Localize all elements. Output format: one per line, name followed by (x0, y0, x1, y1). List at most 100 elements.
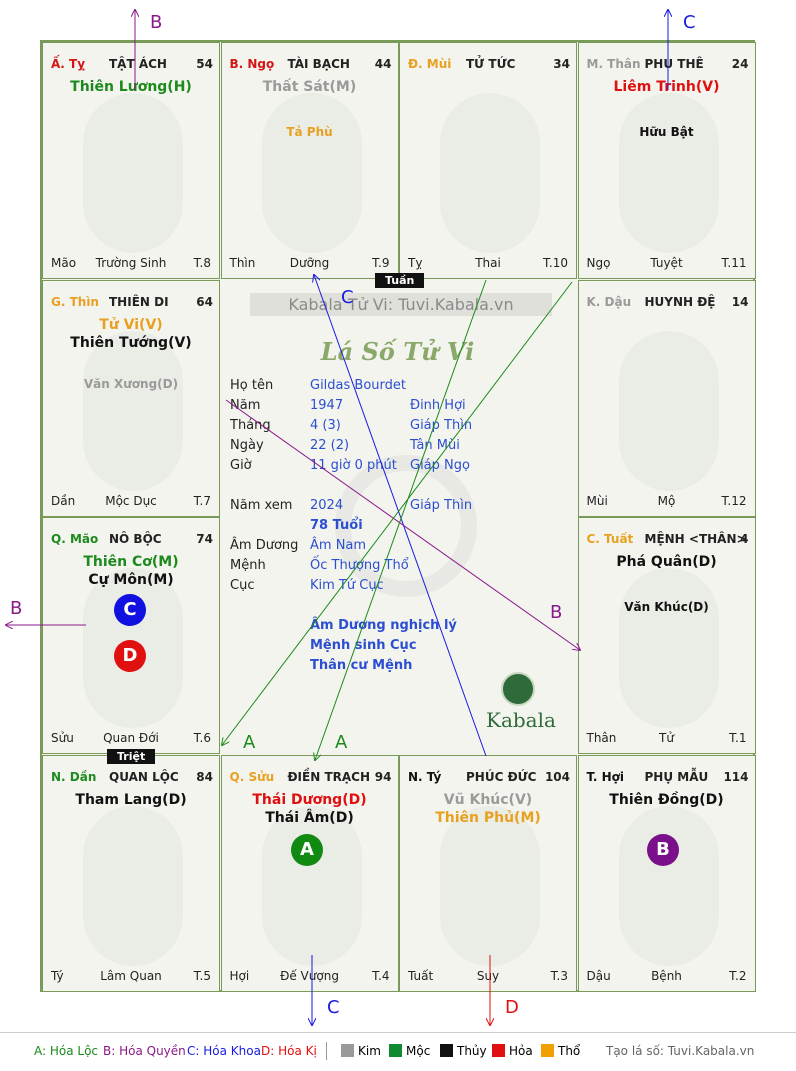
info-label: Mệnh (230, 558, 266, 573)
palace-branch: Đ. Mùi (408, 57, 452, 71)
info-note: Mệnh sinh Cục (310, 638, 417, 653)
palace-name: THIÊN DI (109, 294, 169, 309)
palace-footer: Tuất Suy T.3 (408, 969, 568, 983)
palace-term: T.10 (543, 256, 568, 270)
legend-element-label: Thủy (457, 1044, 487, 1058)
info-value: 1947 (310, 398, 344, 413)
brand-logo: Kabala (486, 672, 556, 732)
info-label: Ngày (230, 438, 264, 453)
label-b-left: B (10, 598, 23, 619)
label-c-top: C (683, 12, 696, 33)
info-canchi: Giáp Thìn (410, 498, 473, 513)
info-canchi: Tân Mùi (410, 438, 460, 453)
palace-header: C. Tuất MỆNH <THÂN> 4 (587, 532, 749, 546)
info-label: Họ tên (230, 378, 274, 393)
zodiac-watermark (83, 805, 183, 966)
legend-hoa-quyen: B: Hóa Quyền (103, 1044, 186, 1058)
palace-name: TẬT ÁCH (109, 57, 167, 71)
info-value: 2024 (310, 498, 344, 513)
info-canchi: Đinh Hợi (410, 398, 466, 413)
palace-age: 54 (196, 57, 213, 71)
zodiac-watermark (618, 805, 719, 966)
legend-element-label: Mộc (406, 1044, 431, 1058)
color-swatch (492, 1044, 505, 1057)
palace-branch-position: Dậu (586, 968, 611, 983)
palace-footer: Ngọ Tuyệt T.11 (587, 256, 747, 270)
palace-header: B. Ngọ TÀI BẠCH 44 (230, 57, 392, 71)
info-label: Năm xem (230, 498, 293, 513)
palace-footer: Sửu Quan Đới T.6 (51, 731, 211, 745)
palace-stage: Đế Vượng (280, 968, 339, 983)
palace-footer: Dậu Bệnh T.2 (587, 969, 747, 983)
info-label: Năm (230, 398, 261, 413)
palace-cell: Q. Sửu ĐIỀN TRẠCH 94 Thái Dương(D) Thái Âm(D… (220, 754, 399, 992)
main-star: Phá Quân(D) (616, 554, 717, 570)
main-star: Tham Lang(D) (75, 791, 187, 808)
palace-age: 14 (731, 294, 749, 309)
legend-element: Kim (341, 1044, 381, 1058)
palace-branch-position: Dần (51, 493, 76, 508)
transform-marker: A (291, 834, 323, 866)
palace-branch: N. Dần (51, 769, 97, 784)
palace-stage: Mộc Dục (105, 493, 157, 508)
zodiac-watermark (83, 330, 183, 491)
info-value: Kim Tứ Cục (310, 578, 384, 593)
palace-term: T.5 (193, 968, 211, 983)
palace-header: Q. Mão NÔ BỘC 74 (51, 532, 213, 546)
chart-board: Ấ. Tỵ TẬT ÁCH 54 Thiên Lương(H) Mão Trường Si… (40, 40, 756, 992)
palace-cell: N. Dần QUAN LỘC 84 Tham Lang(D) Tý Lâm Quan T.… (42, 754, 220, 992)
palace-name: TỬ TỨC (466, 57, 516, 71)
palace-header: Đ. Mùi TỬ TỨC 34 (408, 57, 570, 71)
palace-age: 84 (196, 769, 213, 784)
palace-branch: B. Ngọ (229, 57, 275, 71)
color-swatch (541, 1044, 554, 1057)
info-value: 11 giờ 0 phút (310, 458, 397, 473)
zodiac-watermark (618, 93, 719, 253)
palace-stage: Dưỡng (289, 256, 330, 270)
palace-name: PHỤ MẪU (644, 769, 709, 784)
palace-branch: M. Thân (586, 57, 641, 71)
info-canchi: Giáp Thìn (410, 418, 473, 433)
info-value: Âm Nam (310, 538, 367, 553)
palace-header: K. Dậu HUYNH ĐỆ 14 (587, 295, 749, 309)
palace-name: HUYNH ĐỆ (644, 294, 716, 309)
legend-element: Thổ (541, 1044, 580, 1058)
info-canchi: Giáp Ngọ (410, 458, 470, 473)
palace-footer: Thìn Dưỡng T.9 (230, 256, 390, 270)
palace-stage: Trường Sinh (95, 256, 167, 270)
color-swatch (440, 1044, 453, 1057)
palace-cell: Q. Mão NÔ BỘC 74 Thiên Cơ(M) Cự Môn(M) Sửu Qua… (42, 517, 220, 754)
info-value: 78 Tuổi (310, 518, 363, 533)
palace-cell: Ấ. Tỵ TẬT ÁCH 54 Thiên Lương(H) Mão Trường Si… (42, 42, 220, 279)
palace-cell: G. Thìn THIÊN DI 64 Tử Vi(V) Thiên Tướng(V) V… (42, 279, 220, 517)
palace-name: TÀI BẠCH (287, 57, 350, 71)
palace-header: N. Dần QUAN LỘC 84 (51, 770, 213, 784)
palace-stage: Quan Đới (103, 731, 159, 745)
palace-cell: T. Hợi PHỤ MẪU 114 Thiên Đồng(D) Dậu Bệnh T.2 (577, 754, 756, 992)
palace-footer: Thân Tử T.1 (587, 731, 747, 745)
info-note: Âm Dương nghịch lý (310, 618, 457, 633)
legend-element-label: Hỏa (509, 1044, 533, 1058)
palace-branch: Ấ. Tỵ (51, 57, 86, 71)
palace-stage: Lâm Quan (100, 968, 162, 983)
palace-branch-position: Tý (51, 968, 64, 983)
minor-star: Hữu Bật (639, 125, 694, 139)
info-label: Tháng (230, 418, 271, 433)
label-a-right: A (335, 732, 348, 753)
legend-bar: A: Hóa Lộc B: Hóa Quyền C: Hóa Khoa D: H… (0, 1032, 796, 1071)
palace-term: T.2 (729, 968, 747, 983)
palace-age: 44 (374, 57, 392, 71)
palace-footer: Tý Lâm Quan T.5 (51, 969, 211, 983)
zodiac-watermark (618, 568, 719, 728)
palace-name: MỆNH <THÂN> (644, 532, 747, 546)
palace-branch-position: Thân (586, 731, 617, 745)
label-a-left: A (243, 732, 256, 753)
site-watermark: Kabala Tử Vi: Tuvi.Kabala.vn (250, 293, 552, 316)
brand-name: Kabala (486, 708, 556, 732)
tree-icon (501, 672, 535, 706)
palace-cell: N. Tý PHÚC ĐỨC 104 Vũ Khúc(V) Thiên Phủ(M) Tu… (399, 754, 577, 992)
palace-header: Ấ. Tỵ TẬT ÁCH 54 (51, 57, 213, 71)
palace-footer: Tỵ Thai T.10 (408, 256, 568, 270)
palace-age: 94 (374, 769, 392, 784)
palace-branch-position: Sửu (51, 731, 74, 745)
